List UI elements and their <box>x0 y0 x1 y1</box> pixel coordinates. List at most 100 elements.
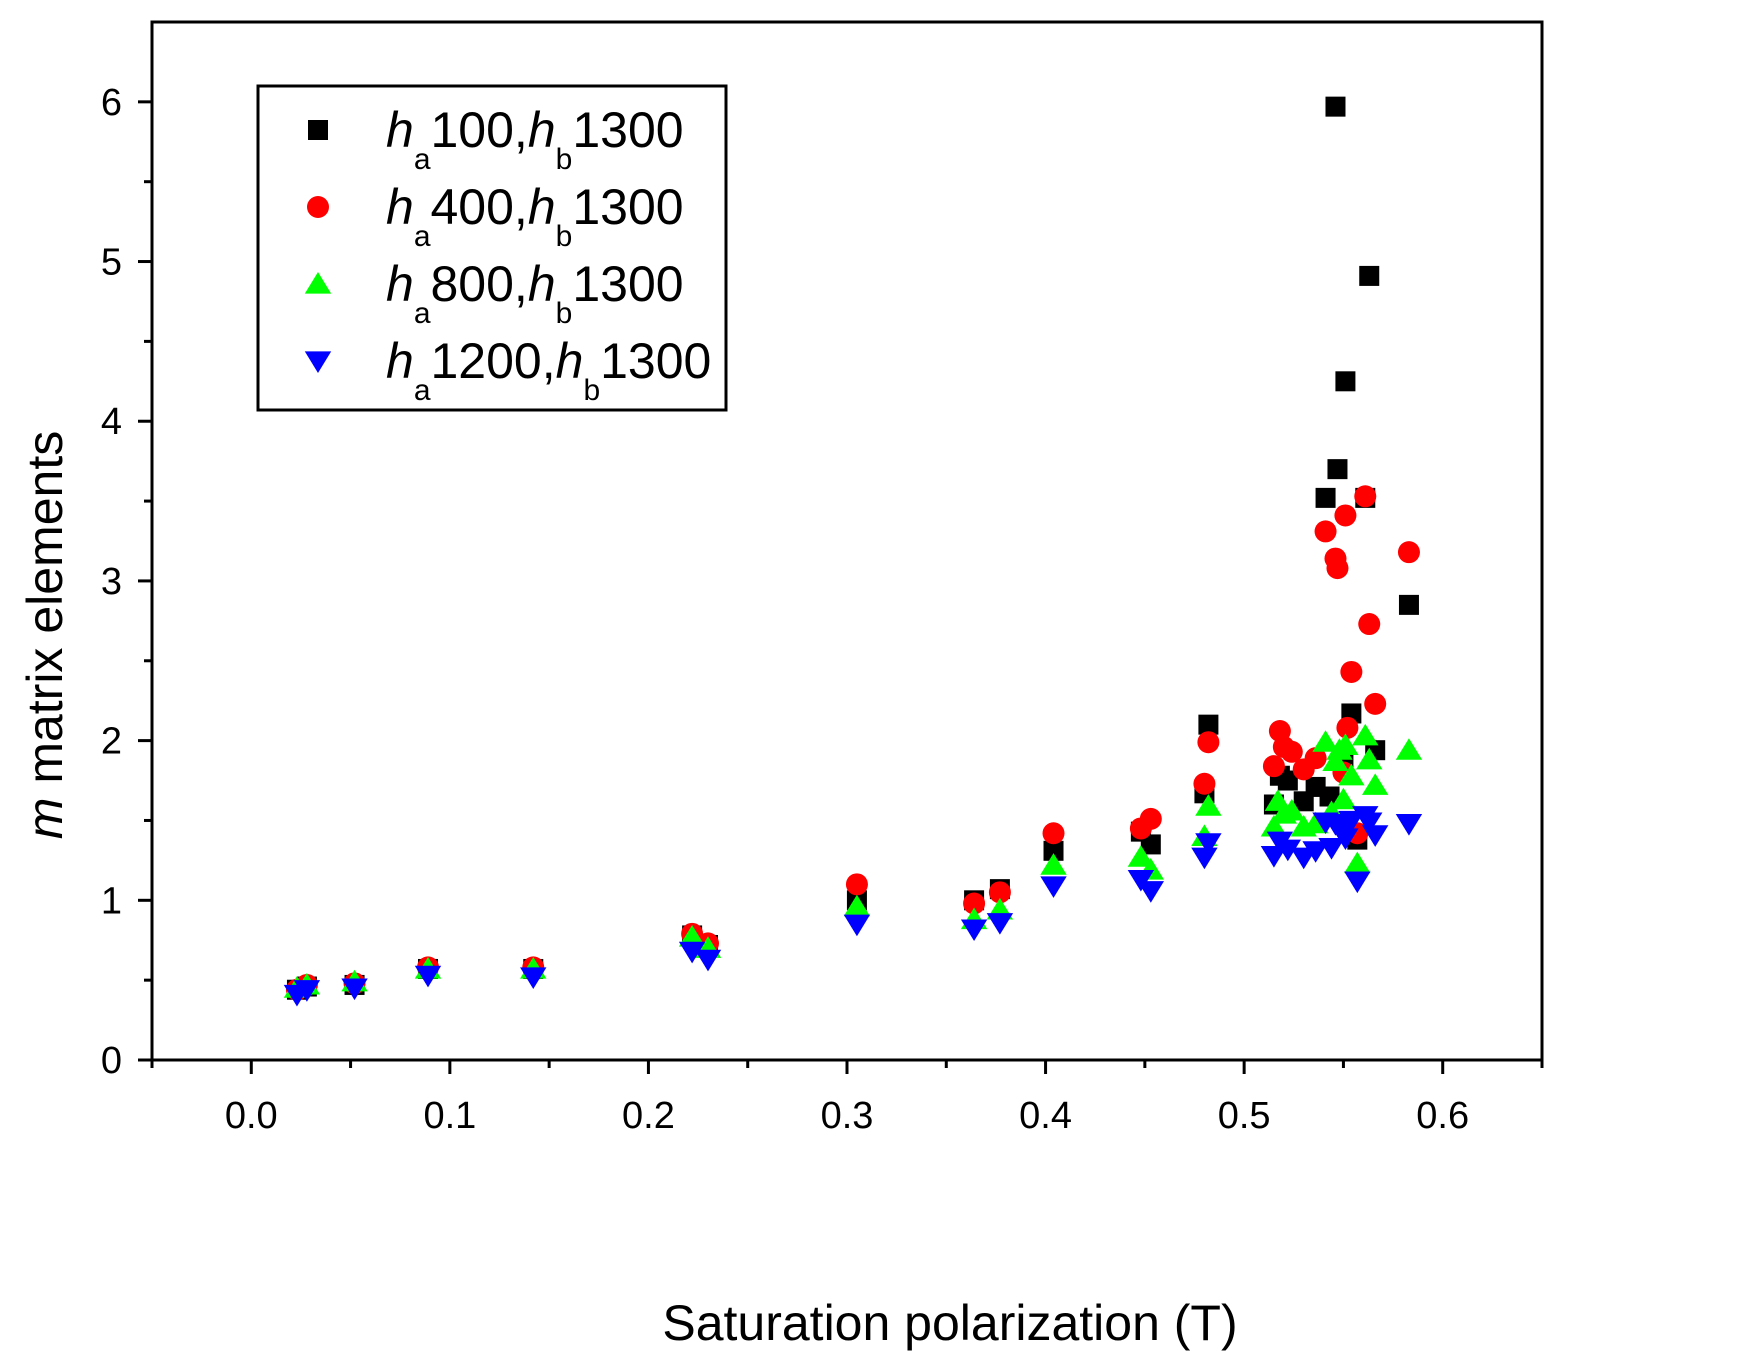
data-point <box>1397 541 1420 564</box>
data-point <box>845 873 868 896</box>
data-point <box>293 980 321 1002</box>
data-point <box>1195 833 1222 855</box>
data-point <box>1312 730 1339 752</box>
data-point <box>843 894 871 917</box>
legend-box <box>256 84 728 412</box>
data-point <box>1344 851 1371 874</box>
y-axis-title-italic: m <box>17 798 73 840</box>
series-4 <box>283 806 1423 1007</box>
data-point <box>1197 731 1220 754</box>
data-point <box>1127 869 1155 892</box>
series-3 <box>283 723 1423 998</box>
data-point <box>1327 459 1348 480</box>
data-point <box>694 949 722 972</box>
x-tick-label: 0.3 <box>821 1095 874 1137</box>
data-point <box>1322 749 1349 771</box>
legend: ha100,hb1300ha400,hb1300ha800,hb1300ha12… <box>256 84 728 412</box>
legend-marker <box>304 351 332 373</box>
y-tick-label: 3 <box>101 561 122 603</box>
data-point <box>1334 504 1357 527</box>
legend-text-part: h <box>386 333 414 389</box>
data-point <box>1359 265 1380 286</box>
legend-text-part: 800, <box>431 256 528 312</box>
axes: 0.0 0.1 0.2 0.3 0.4 0.5 0.6 0 1 2 3 4 5 6 <box>101 82 1544 1137</box>
data-point <box>1315 487 1336 508</box>
data-point <box>1395 814 1423 836</box>
legend-text-part: h <box>386 102 414 158</box>
legend-text-part: h <box>386 179 414 235</box>
data-point <box>1304 747 1327 770</box>
legend-text-part: h <box>528 179 556 235</box>
data-point <box>1193 772 1216 795</box>
data-point <box>1198 714 1219 735</box>
data-point <box>678 925 706 947</box>
data-point <box>1042 822 1065 845</box>
data-point <box>1195 794 1222 816</box>
x-tick-label: 0.0 <box>225 1095 278 1137</box>
legend-text-part: h <box>528 256 556 312</box>
legend-subscript: a <box>414 220 431 253</box>
data-point <box>1278 798 1305 821</box>
legend-subscript: b <box>556 297 573 330</box>
data-point <box>1356 812 1383 835</box>
data-marks <box>283 96 1423 1007</box>
legend-label: ha800,hb1300 <box>386 256 684 330</box>
legend-item: ha1200,hb1300 <box>304 333 711 407</box>
data-point <box>1302 841 1329 863</box>
data-point <box>1260 814 1288 837</box>
legend-label: ha100,hb1300 <box>386 102 684 176</box>
x-tick-label: 0.5 <box>1218 1095 1271 1137</box>
data-point <box>1336 716 1359 739</box>
legend-subscript: a <box>414 297 431 330</box>
data-point <box>1318 838 1345 860</box>
data-point <box>1274 839 1302 862</box>
data-point <box>1358 613 1381 636</box>
data-point <box>1127 845 1155 867</box>
data-point <box>1335 371 1356 392</box>
data-point <box>843 914 871 937</box>
legend-item: ha100,hb1300 <box>308 102 684 176</box>
data-point <box>1325 96 1346 117</box>
legend-item: ha400,hb1300 <box>307 179 684 253</box>
data-point <box>1319 786 1340 807</box>
data-point <box>1344 871 1371 894</box>
legend-text-part: 100, <box>431 102 528 158</box>
y-tick-label: 0 <box>101 1040 122 1082</box>
data-point <box>1139 807 1162 830</box>
y-tick-label: 2 <box>101 721 122 763</box>
data-point <box>1364 692 1387 715</box>
data-point <box>1137 881 1165 903</box>
legend-text-part: 1300 <box>600 333 711 389</box>
x-tick-label: 0.4 <box>1019 1095 1072 1137</box>
legend-label: ha1200,hb1300 <box>386 333 711 407</box>
x-tick-label: 0.1 <box>423 1095 476 1137</box>
legend-label: ha400,hb1300 <box>386 179 684 253</box>
data-point <box>1314 520 1337 543</box>
data-point <box>1140 834 1161 855</box>
y-axis-title: m matrix elements <box>17 431 73 839</box>
legend-subscript: b <box>556 220 573 253</box>
data-point <box>1398 594 1419 615</box>
legend-marker <box>304 272 332 294</box>
data-point <box>1280 740 1303 763</box>
data-point <box>678 941 706 964</box>
legend-marker <box>308 120 328 140</box>
y-tick-label: 6 <box>101 82 122 124</box>
y-tick-label: 4 <box>101 401 122 443</box>
data-point <box>986 913 1014 935</box>
data-point <box>1262 755 1285 778</box>
data-point <box>1277 770 1298 791</box>
data-point <box>1191 847 1218 870</box>
x-tick-label: 0.6 <box>1416 1095 1469 1137</box>
series-2 <box>285 485 1420 1001</box>
legend-subscript: a <box>414 143 431 176</box>
data-point <box>1332 733 1359 756</box>
data-point <box>1338 810 1365 833</box>
legend-text-part: 1300 <box>572 179 683 235</box>
data-point <box>1040 876 1067 898</box>
data-point <box>1395 738 1423 760</box>
data-point <box>1332 828 1359 851</box>
y-tick-label: 5 <box>101 242 122 284</box>
data-point <box>1326 557 1349 580</box>
